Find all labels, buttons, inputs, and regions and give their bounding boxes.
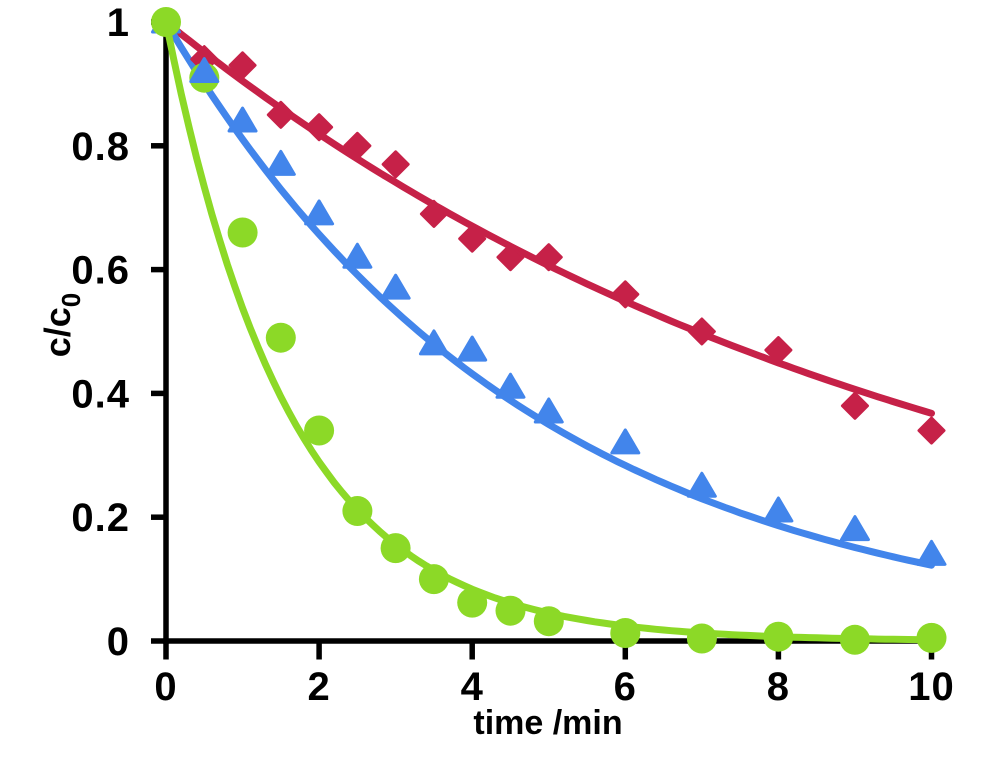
marker-triangle	[839, 515, 870, 542]
x-tick-label: 2	[307, 665, 330, 709]
y-axis-title-main: c/c	[37, 307, 78, 357]
marker-triangle	[189, 57, 220, 84]
marker-triangle	[610, 428, 641, 455]
marker-circle	[342, 496, 373, 526]
y-tick-label: 0.8	[71, 125, 130, 169]
marker-diamond	[496, 243, 525, 272]
marker-diamond	[458, 224, 487, 253]
marker-circle	[763, 621, 794, 652]
marker-circle	[495, 595, 526, 626]
marker-circle	[380, 533, 411, 564]
y-axis-title: c/c0	[37, 293, 86, 358]
x-axis-title: time /min	[473, 704, 622, 742]
marker-diamond	[343, 131, 372, 160]
marker-circle	[227, 217, 258, 248]
marker-triangle	[916, 539, 947, 566]
marker-triangle	[380, 273, 411, 300]
marker-circle	[457, 587, 488, 618]
y-tick-label: 0	[107, 620, 130, 664]
marker-triangle	[418, 329, 449, 356]
fit-curve-diamond	[162, 18, 935, 417]
marker-triangle	[342, 242, 373, 269]
marker-diamond	[764, 336, 793, 365]
marker-circle	[151, 7, 181, 37]
marker-diamond	[228, 51, 257, 80]
y-tick-label: 0.6	[71, 249, 130, 293]
marker-triangle	[495, 372, 526, 399]
marker-circle	[265, 322, 296, 353]
marker-triangle	[686, 471, 717, 498]
marker-diamond	[687, 317, 716, 346]
marker-triangle	[533, 397, 564, 424]
fit-curve-triangle	[162, 18, 935, 569]
y-tick-label: 1	[107, 1, 130, 45]
marker-circle	[839, 624, 870, 655]
marker-diamond	[611, 280, 640, 309]
marker-circle	[304, 415, 335, 446]
marker-diamond	[381, 150, 410, 179]
marker-circle	[916, 622, 947, 653]
marker-triangle	[265, 149, 296, 176]
marker-triangle	[227, 106, 258, 133]
marker-diamond	[534, 243, 563, 272]
marker-diamond	[419, 199, 448, 228]
marker-circle	[533, 606, 564, 637]
marker-triangle	[763, 496, 794, 523]
marker-triangle	[304, 199, 335, 226]
marker-circle	[610, 618, 641, 648]
x-tick-label: 4	[461, 665, 484, 709]
marker-triangle	[457, 335, 488, 362]
marker-circle	[418, 564, 449, 595]
marker-diamond	[917, 416, 946, 445]
x-tick-label: 8	[767, 665, 790, 709]
x-tick-label: 10	[908, 665, 955, 709]
marker-diamond	[840, 391, 869, 420]
y-tick-label: 0.4	[71, 372, 130, 416]
marker-diamond	[305, 113, 334, 142]
y-axis-title-subscript: 0	[56, 293, 86, 307]
x-tick-label: 0	[154, 665, 177, 709]
marker-circle	[686, 623, 717, 654]
marker-diamond	[266, 100, 295, 129]
y-tick-label: 0.2	[71, 496, 130, 540]
x-tick-label: 6	[614, 665, 637, 709]
